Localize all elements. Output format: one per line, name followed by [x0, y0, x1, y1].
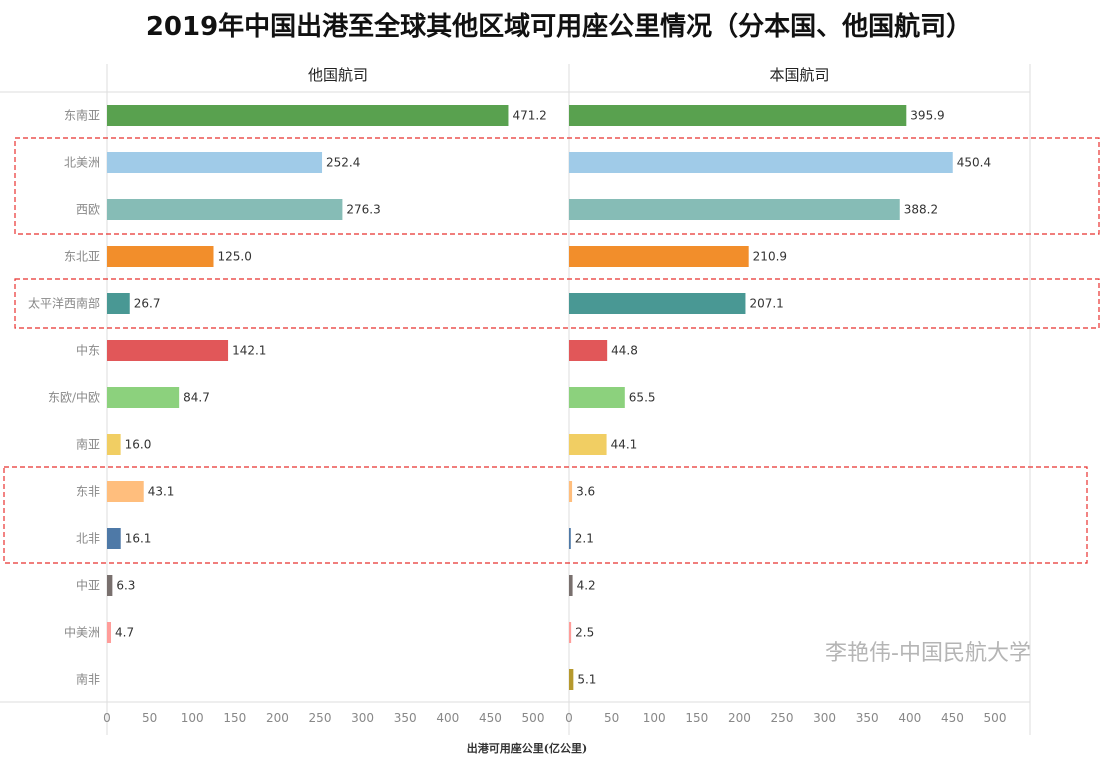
value-label: 210.9	[753, 250, 787, 264]
value-label: 6.3	[116, 579, 135, 593]
value-label: 16.0	[125, 438, 152, 452]
category-label: 北非	[76, 532, 100, 546]
bar	[569, 387, 625, 408]
category-label: 东南亚	[64, 108, 100, 123]
x-tick-label: 200	[728, 711, 751, 725]
x-tick-label: 250	[309, 711, 332, 725]
watermark: 李艳伟-中国民航大学	[825, 641, 1031, 666]
value-label: 125.0	[218, 250, 252, 264]
chart-title: 2019年中国出港至全球其他区域可用座公里情况（分本国、他国航司）	[145, 12, 973, 42]
x-tick-label: 350	[394, 711, 417, 725]
x-tick-label: 0	[103, 711, 111, 725]
value-label: 16.1	[125, 532, 152, 546]
category-label: 南非	[76, 672, 100, 687]
highlight-box-2	[14, 278, 1100, 329]
bar	[107, 246, 214, 267]
x-tick-label: 400	[898, 711, 921, 725]
x-tick-label: 450	[479, 711, 502, 725]
value-label: 65.5	[629, 391, 656, 405]
bar	[569, 293, 746, 314]
bar	[569, 340, 608, 361]
value-label: 26.7	[134, 297, 161, 311]
value-label: 3.6	[576, 485, 595, 499]
bar	[107, 105, 509, 126]
bar	[107, 481, 144, 502]
value-label: 44.8	[611, 344, 638, 358]
value-label: 4.7	[115, 626, 134, 640]
bar	[569, 105, 907, 126]
value-label: 2.5	[575, 626, 594, 640]
bar	[107, 199, 343, 220]
category-label: 东非	[76, 485, 100, 499]
bar	[569, 481, 573, 502]
bar	[569, 669, 574, 690]
value-label: 4.2	[577, 579, 596, 593]
x-tick-label: 250	[771, 711, 794, 725]
bar	[569, 622, 572, 643]
bar	[107, 340, 229, 361]
bar	[107, 293, 130, 314]
bar	[107, 434, 121, 455]
x-axis-label: 出港可用座公里(亿公里)	[467, 741, 587, 755]
bar	[569, 528, 571, 549]
x-tick-label: 0	[565, 711, 573, 725]
value-label: 252.4	[326, 156, 360, 170]
value-label: 276.3	[346, 203, 380, 217]
x-tick-label: 500	[984, 711, 1007, 725]
value-label: 5.1	[577, 673, 596, 687]
value-label: 44.1	[611, 438, 638, 452]
x-tick-label: 300	[813, 711, 836, 725]
category-label: 东欧/中欧	[48, 390, 100, 405]
value-label: 142.1	[232, 344, 266, 358]
bar	[107, 528, 121, 549]
value-label: 43.1	[148, 485, 175, 499]
category-label: 太平洋西南部	[28, 296, 100, 311]
x-tick-label: 500	[522, 711, 545, 725]
value-label: 84.7	[183, 391, 210, 405]
x-tick-label: 300	[351, 711, 374, 725]
bar	[107, 387, 180, 408]
category-label: 西欧	[76, 203, 100, 217]
x-tick-label: 100	[181, 711, 204, 725]
value-label: 2.1	[575, 532, 594, 546]
panel-title-1: 他国航司	[308, 66, 368, 84]
bar	[569, 434, 607, 455]
value-label: 450.4	[957, 156, 991, 170]
category-label: 中美洲	[64, 625, 100, 640]
bar	[107, 575, 113, 596]
x-tick-label: 50	[142, 711, 157, 725]
category-label: 东北亚	[64, 250, 100, 264]
x-tick-label: 100	[643, 711, 666, 725]
highlight-box-1	[14, 137, 1100, 235]
x-tick-label: 200	[266, 711, 289, 725]
bar	[569, 199, 900, 220]
value-label: 471.2	[512, 109, 546, 123]
value-label: 388.2	[904, 203, 938, 217]
x-tick-label: 150	[685, 711, 708, 725]
highlight-box-3	[3, 466, 1088, 564]
category-label: 南亚	[76, 437, 100, 452]
bar	[107, 152, 323, 173]
panel-title-2: 本国航司	[769, 66, 829, 84]
category-label: 中亚	[76, 578, 100, 593]
bar	[569, 152, 953, 173]
value-label: 207.1	[749, 297, 783, 311]
x-tick-label: 450	[941, 711, 964, 725]
category-label: 北美洲	[64, 156, 100, 170]
bar	[569, 246, 749, 267]
value-label: 395.9	[910, 109, 944, 123]
category-label: 中东	[76, 343, 100, 358]
bar	[569, 575, 573, 596]
x-tick-label: 400	[436, 711, 459, 725]
x-tick-label: 150	[223, 711, 246, 725]
bar	[107, 622, 112, 643]
x-tick-label: 50	[604, 711, 619, 725]
x-tick-label: 350	[856, 711, 879, 725]
